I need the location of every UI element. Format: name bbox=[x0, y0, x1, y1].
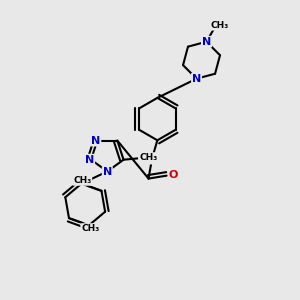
Text: N: N bbox=[103, 167, 112, 177]
Text: CH₃: CH₃ bbox=[73, 176, 92, 185]
Text: CH₃: CH₃ bbox=[211, 21, 229, 30]
Text: CH₃: CH₃ bbox=[140, 153, 158, 162]
Text: N: N bbox=[85, 155, 94, 165]
Text: H: H bbox=[139, 153, 148, 163]
Text: O: O bbox=[169, 170, 178, 180]
Text: N: N bbox=[192, 74, 201, 84]
Text: N: N bbox=[91, 136, 101, 146]
Text: N: N bbox=[202, 37, 211, 47]
Text: CH₃: CH₃ bbox=[81, 224, 99, 233]
Text: N: N bbox=[148, 154, 157, 164]
